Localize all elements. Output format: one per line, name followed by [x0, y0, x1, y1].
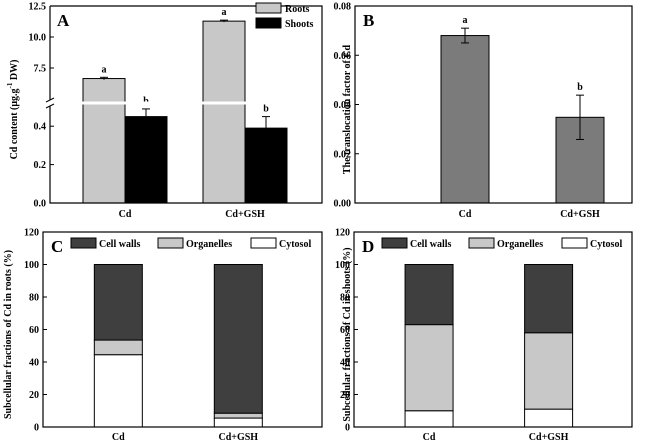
sig-label-b: b	[577, 82, 583, 93]
bar-a-shoots-0	[124, 116, 168, 204]
ytick-label-d: 40	[340, 358, 350, 369]
ytick-label-c: 40	[29, 358, 39, 369]
ytick-label-a: 0.4	[34, 122, 47, 133]
legend-swatch-d	[561, 237, 588, 249]
panel-label-c: C	[51, 237, 63, 256]
bar-d-cell-walls-1	[524, 264, 574, 334]
axis-break-mark	[45, 97, 55, 109]
ytick-label-d: 20	[340, 390, 350, 401]
panel-b: a Cd b Cd+GSH 0.00 0.02 0.04 0.06 0.08 The transl…	[334, 2, 633, 220]
bar-b-0	[440, 35, 490, 204]
ytick-label-b: 0.06	[334, 51, 352, 62]
ytick-label-a: 7.5	[34, 64, 47, 75]
bar-d-cell-walls-0	[404, 264, 454, 326]
axes-a	[49, 5, 323, 204]
ytick-label-c: 0	[34, 423, 39, 434]
ytick-label-d: 120	[335, 228, 350, 239]
ytick-label-c: 20	[29, 390, 39, 401]
ylabel-b: The translocation factor of Cd	[342, 44, 353, 174]
ytick-label-a: 10.0	[29, 33, 47, 44]
bar-a-roots-0	[82, 78, 126, 204]
ytick-label-b: 0.08	[334, 2, 352, 13]
sig-label-b: a	[463, 15, 468, 26]
legend-label-d: Cytosol	[590, 239, 622, 250]
ylabel-a-main: Cd content (μg.g	[9, 88, 20, 159]
xtick-label-b: Cd	[459, 209, 472, 220]
panel-label-a: A	[57, 11, 70, 30]
panel-d: Cd Cd+GSH 0 20 40 60 80 100 120 Subcellular fract…	[335, 228, 633, 442]
xtick-label-d: Cd	[423, 432, 436, 442]
xtick-label-d: Cd+GSH	[529, 432, 569, 442]
panel-label-d: D	[362, 237, 374, 256]
ylabel-a-sup: -1	[6, 82, 14, 88]
legend-label-d: Cell walls	[410, 239, 451, 250]
legend-label-a: Shoots	[285, 19, 313, 30]
panel-c: Cd Cd+GSH 0 20 40 60 80 100 120 Subcellular fract…	[3, 228, 323, 442]
xtick-label-c: Cd	[112, 432, 125, 442]
bar-c-cytosol-1	[213, 417, 263, 428]
legend-swatch-c	[250, 237, 277, 249]
legend-label-c: Cytosol	[279, 239, 311, 250]
ytick-label-c: 80	[29, 293, 39, 304]
legend-swatch-c	[70, 237, 97, 249]
ytick-label-d: 60	[340, 325, 350, 336]
ytick-label-b: 0.02	[334, 149, 352, 160]
xtick-label-c: Cd+GSH	[218, 432, 258, 442]
legend-label-a: Roots	[285, 4, 310, 15]
legend-swatch-a	[255, 2, 282, 14]
legend-label-c: Organelles	[186, 239, 232, 250]
sig-label-a: b	[143, 96, 149, 107]
ylabel-a: Cd content (μg.g-1 DW)	[6, 60, 20, 160]
panel-label-b: B	[363, 11, 374, 30]
xtick-label-a: Cd+GSH	[225, 209, 265, 220]
bar-c-cell-walls-1	[213, 264, 263, 414]
ytick-label-d: 100	[335, 260, 350, 271]
bar-c-cell-walls-0	[93, 264, 143, 341]
legend-swatch-a	[255, 17, 282, 29]
ytick-label-a: 12.5	[29, 2, 47, 13]
axis-break-band	[51, 101, 322, 105]
axes-c	[42, 231, 323, 428]
sig-label-a: a	[102, 64, 107, 75]
xtick-label-a: Cd	[119, 209, 132, 220]
bar-d-cytosol-0	[404, 410, 454, 428]
ytick-label-d: 0	[345, 423, 350, 434]
xtick-label-b: Cd+GSH	[560, 209, 600, 220]
ylabel-a-end: DW)	[9, 60, 20, 83]
legend-swatch-d	[468, 237, 495, 249]
ytick-label-a: 0.0	[34, 199, 47, 210]
bar-c-organelles-0	[93, 339, 143, 356]
ytick-label-c: 120	[24, 228, 39, 239]
ylabel-c: Subcellular fractions of Cd in roots (%)	[3, 250, 14, 419]
ylabel-d: Subcellular fractions of Cd in shoots (%…	[342, 247, 353, 421]
panel-a: a a b b 7.5 10.0 12.5 0.0 0.2 0.4 Cd Cd+GSH Cd conte…	[6, 2, 323, 220]
ytick-label-b: 0.00	[334, 199, 352, 210]
bar-c-cytosol-0	[93, 354, 143, 428]
sig-label-a: a	[222, 7, 227, 18]
bar-c-organelles-1	[213, 412, 263, 419]
legend-label-c: Cell walls	[99, 239, 140, 250]
legend-swatch-c	[157, 237, 184, 249]
ytick-label-d: 80	[340, 293, 350, 304]
legend-label-d: Organelles	[497, 239, 543, 250]
bar-d-organelles-0	[404, 324, 454, 412]
bar-a-roots-1	[202, 20, 246, 204]
ytick-label-b: 0.04	[334, 100, 352, 111]
ytick-label-c: 60	[29, 325, 39, 336]
ytick-label-c: 100	[24, 260, 39, 271]
bar-d-cytosol-1	[524, 408, 574, 428]
legend-swatch-d	[381, 237, 408, 249]
ytick-label-a: 0.2	[34, 160, 47, 171]
axes-d	[353, 231, 633, 428]
sig-label-a: b	[263, 104, 269, 115]
bar-d-organelles-1	[524, 332, 574, 410]
